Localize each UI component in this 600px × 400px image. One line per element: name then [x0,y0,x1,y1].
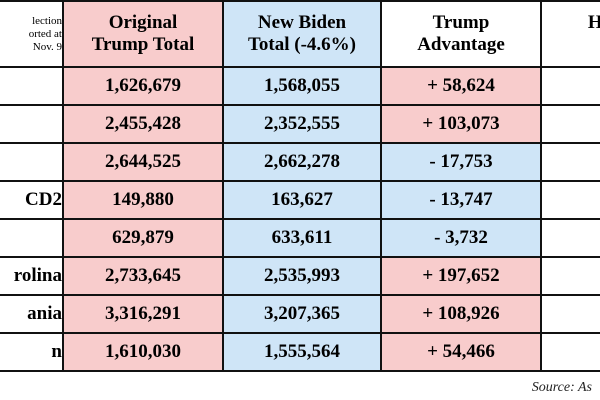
biden-total-cell: 2,352,555 [222,104,382,144]
header-line: Total (-4.6%) [247,34,357,55]
winner-cell: Tr [540,332,600,372]
results-table: lection orted at Nov. 9 Original Trump Total… [0,0,600,372]
header-line: Trump [432,12,490,33]
header-line: orted at [28,27,62,40]
header-line: Advantage [417,34,505,55]
state-cell [0,218,64,258]
trump-total-cell: 2,733,645 [62,256,224,296]
column-header: lection orted at Nov. 9 [0,0,64,68]
column-header: HypoW [540,0,600,68]
advantage-cell: + 197,652 [380,256,542,296]
advantage-cell: + 54,466 [380,332,542,372]
header-line: lection [32,14,62,27]
biden-total-cell: 3,207,365 [222,294,382,334]
winner-cell: Tr [540,66,600,106]
column-header: Original Trump Total [62,0,224,68]
header-line: Hypo [588,12,600,33]
trump-total-cell: 1,610,030 [62,332,224,372]
state-cell: CD2 [0,180,64,220]
advantage-cell: + 103,073 [380,104,542,144]
biden-total-cell: 2,535,993 [222,256,382,296]
winner-cell: Tr [540,256,600,296]
state-cell [0,104,64,144]
trump-total-cell: 3,316,291 [62,294,224,334]
trump-total-cell: 149,880 [62,180,224,220]
winner-cell: Tr [540,294,600,334]
biden-total-cell: 1,555,564 [222,332,382,372]
advantage-cell: - 17,753 [380,142,542,182]
column-header: Trump Advantage [380,0,542,68]
advantage-cell: - 3,732 [380,218,542,258]
trump-total-cell: 2,455,428 [62,104,224,144]
state-cell [0,66,64,106]
header-line: Nov. 9 [32,40,62,53]
biden-total-cell: 633,611 [222,218,382,258]
winner-cell: B [540,218,600,258]
header-line: Trump Total [91,34,195,55]
state-cell: ania [0,294,64,334]
biden-total-cell: 163,627 [222,180,382,220]
winner-cell: B [540,142,600,182]
trump-total-cell: 2,644,525 [62,142,224,182]
header-line: Original [108,12,178,33]
header-row: lection orted at Nov. 9 Original Trump Total… [0,0,600,68]
biden-total-cell: 2,662,278 [222,142,382,182]
advantage-cell: + 58,624 [380,66,542,106]
header-line: New Biden [257,12,347,33]
state-cell [0,142,64,182]
trump-total-cell: 1,626,679 [62,66,224,106]
advantage-cell: + 108,926 [380,294,542,334]
biden-total-cell: 1,568,055 [222,66,382,106]
state-cell: n [0,332,64,372]
advantage-cell: - 13,747 [380,180,542,220]
source-note: Source: As [531,380,592,395]
winner-cell: B [540,180,600,220]
state-cell: rolina [0,256,64,296]
trump-total-cell: 629,879 [62,218,224,258]
column-header: New Biden Total (-4.6%) [222,0,382,68]
winner-cell: Tr [540,104,600,144]
